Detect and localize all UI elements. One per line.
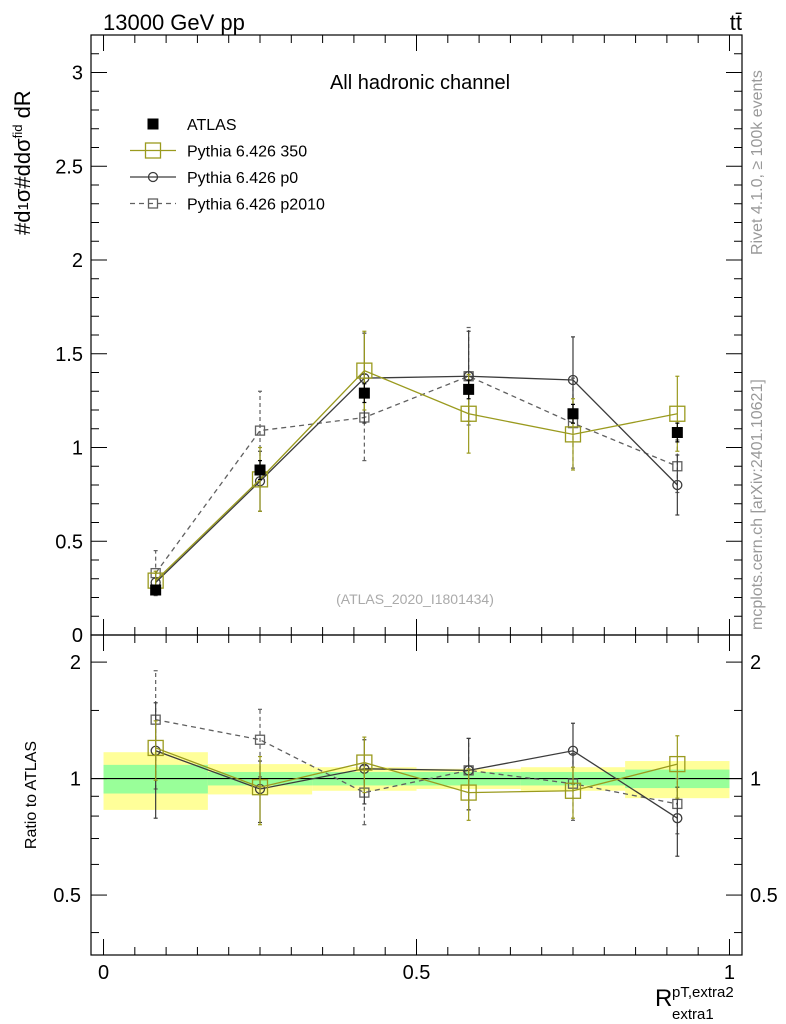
energy-label: 13000 GeV pp — [103, 10, 245, 35]
data-point — [564, 426, 582, 443]
rivet-version-label: Rivet 4.1.0, ≥ 100k events — [749, 70, 766, 255]
ratio-point — [669, 755, 686, 773]
ratio-point — [564, 782, 582, 799]
ratio-point — [254, 734, 266, 745]
ratio-panel: 0.5 0.5 1 1 2 2 0 0.5 1 Ratio to ATLAS — [23, 634, 778, 984]
legend-marker — [144, 142, 162, 159]
ratio-line — [155, 750, 678, 819]
main-ytick-label: 1 — [72, 438, 83, 460]
ratio-ytick-label-left: 1 — [70, 769, 81, 791]
chart-title: All hadronic channel — [330, 72, 510, 94]
ratio-ylabel: Ratio to ATLAS — [23, 741, 40, 849]
series-pythia-6-426-p2010 — [150, 326, 683, 597]
xlabel-main: R — [655, 985, 672, 1012]
xlabel-sup: pT,extra2 — [672, 984, 734, 1001]
ratio-ytick-label-right: 2 — [750, 652, 761, 674]
series-line — [155, 369, 678, 582]
ratio-ytick-label-right: 0.5 — [750, 885, 778, 907]
ratio-line — [155, 747, 678, 794]
ratio-ytick-label-right: 1 — [750, 769, 761, 791]
series-pythia-6-426-350 — [147, 330, 686, 591]
ratio-point — [460, 784, 477, 801]
legend: ATLAS Pythia 6.426 350 Pythia 6.426 p0 Pyth… — [130, 117, 325, 214]
xtick-label: 0.5 — [403, 962, 431, 984]
data-point — [358, 387, 370, 399]
main-ytick-label-zero: 0 — [72, 625, 83, 647]
main-panel: 0.5 1 1.5 2 2.5 3 0 All hadronic channel (ATLA… — [10, 34, 743, 647]
legend-label: Pythia 6.426 p2010 — [187, 197, 325, 214]
data-point — [356, 362, 373, 379]
data-point — [567, 374, 579, 386]
series-pythia-6-426-p0 — [150, 330, 683, 593]
ratio-series-pythia-6-426-p2010 — [150, 670, 683, 835]
series-atlas — [150, 379, 683, 596]
main-ytick-label: 3 — [72, 63, 83, 85]
ratio-line — [155, 719, 678, 805]
analysis-id: (ATLAS_2020_I1801434) — [336, 591, 494, 607]
ratio-point — [147, 739, 164, 757]
legend-marker — [147, 171, 159, 183]
mcplots-label: mcplots.cern.ch [arXiv:2401.10621] — [749, 379, 766, 630]
data-point — [669, 405, 686, 422]
xlabel: R pT,extra2 extra1 — [655, 984, 734, 1023]
legend-marker — [147, 198, 159, 209]
legend-label: Pythia 6.426 p0 — [187, 170, 298, 187]
process-label: tt̄ — [730, 10, 742, 35]
series-line — [155, 375, 678, 574]
main-ylabel: #d1σ#ddσfid dR — [10, 90, 35, 235]
series-line — [155, 375, 678, 583]
xtick-label: 0 — [98, 962, 109, 984]
data-point — [254, 425, 266, 436]
ratio-point — [356, 754, 373, 771]
data-point — [150, 584, 162, 596]
xlabel-sub: extra1 — [672, 1006, 714, 1023]
data-point — [254, 464, 266, 476]
ratio-series-pythia-6-426-350 — [147, 720, 686, 826]
legend-label: ATLAS — [187, 117, 237, 134]
ratio-point — [251, 779, 269, 796]
legend-label: Pythia 6.426 350 — [187, 144, 307, 161]
data-point — [460, 405, 477, 422]
data-point — [463, 383, 475, 395]
data-point — [672, 479, 683, 491]
main-ytick-label: 0.5 — [55, 531, 83, 553]
data-point — [567, 408, 579, 420]
main-ytick-label: 2.5 — [55, 156, 83, 178]
main-ytick-label: 1.5 — [55, 344, 83, 366]
main-ylabel-text: #d1σ#ddσfid dR — [10, 90, 35, 235]
ratio-ytick-label-left: 0.5 — [53, 885, 81, 907]
main-ytick-label: 2 — [72, 250, 83, 272]
xtick-label: 1 — [724, 962, 735, 984]
legend-marker — [147, 118, 159, 130]
data-point — [671, 427, 683, 438]
ratio-point — [672, 813, 683, 824]
ratio-point — [567, 745, 579, 756]
ratio-ytick-label-left: 2 — [70, 652, 81, 674]
